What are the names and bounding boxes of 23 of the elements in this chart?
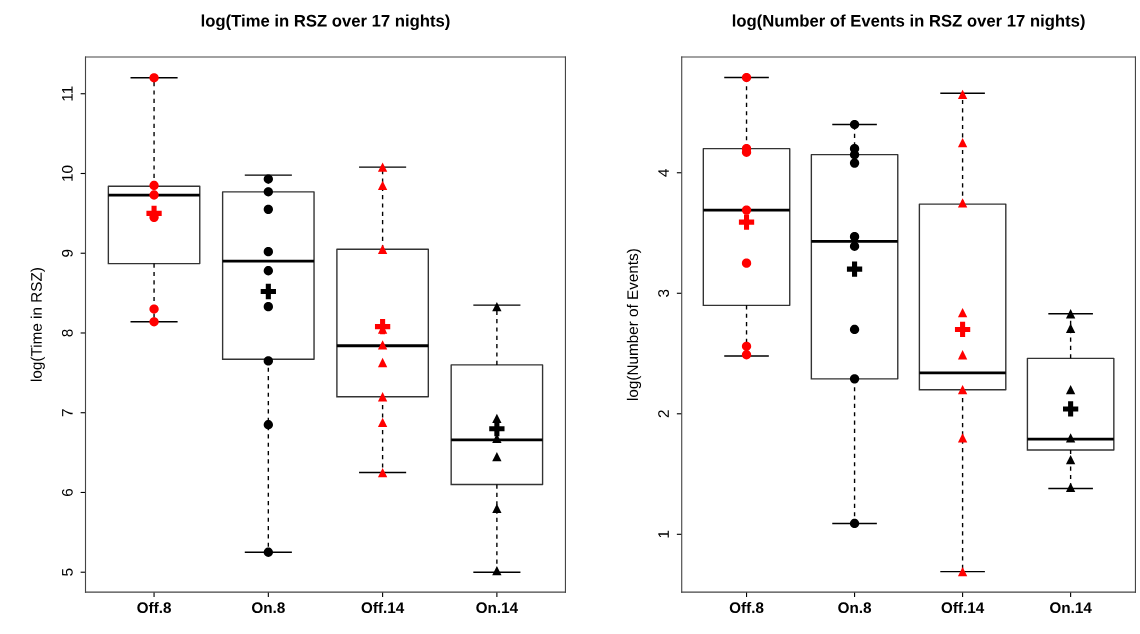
x-tick-label: On.8: [838, 602, 872, 614]
y-axis-title: log(Time in RSZ): [30, 268, 45, 382]
x-tick-label: Off.8: [137, 601, 171, 614]
y-tick-label: 6: [61, 488, 73, 496]
y-tick-label: 3: [658, 289, 669, 297]
x-tick-label: On.14: [1050, 602, 1092, 614]
y-tick-label: 10: [61, 165, 73, 181]
y-tick-label: 9: [61, 249, 73, 257]
x-tick-label: On.8: [251, 602, 285, 614]
y-tick-label: 11: [62, 86, 73, 101]
y-tick-label: 1: [658, 530, 669, 538]
y-axis-title: log(Number of Events): [626, 249, 642, 400]
x-tick-label: Off.8: [729, 601, 764, 614]
x-tick-label: Off.14: [361, 601, 405, 614]
y-tick-label: 7: [62, 409, 73, 417]
chart-title: log(Time in RSZ over 17 nights): [201, 14, 450, 31]
y-tick-label: 5: [62, 568, 73, 576]
y-tick-label: 4: [658, 168, 669, 177]
y-tick-label: 8: [61, 329, 73, 337]
chart-title: log(Number of Events in RSZ over 17 nights): [732, 14, 1085, 31]
x-tick-label: Off.14: [941, 601, 985, 614]
x-tick-label: On.14: [476, 602, 519, 614]
y-tick-label: 2: [658, 410, 669, 418]
